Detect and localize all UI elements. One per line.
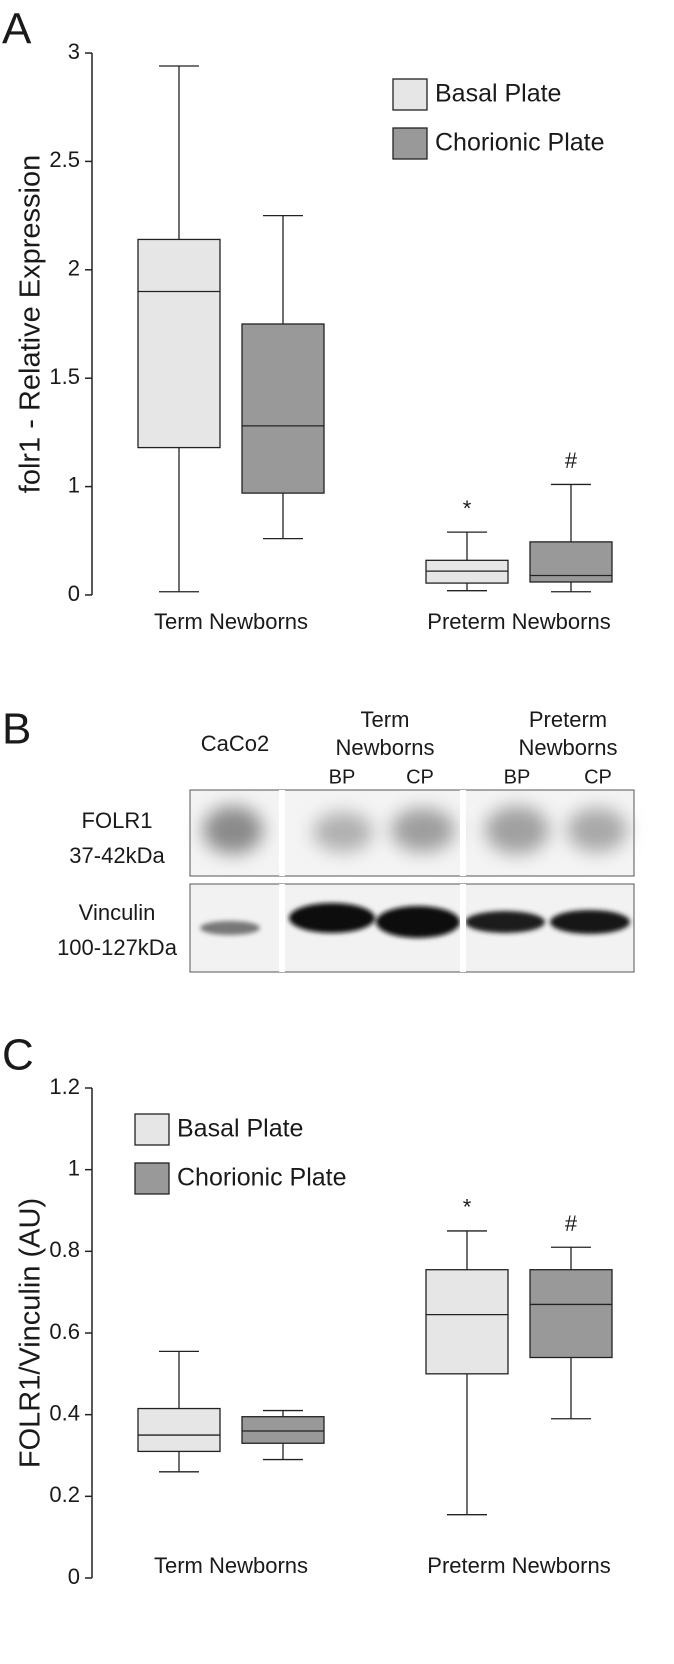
vinculin-bands: [200, 903, 630, 938]
x-tick-label: Preterm Newborns: [427, 1553, 610, 1578]
x-tick-label: Term Newborns: [154, 1553, 308, 1578]
legend-label: Chorionic Plate: [177, 1164, 347, 1192]
x-tick-label: Term Newborns: [154, 609, 308, 634]
lane-group-label: Preterm: [529, 707, 607, 732]
y-tick-label: 0.6: [49, 1319, 80, 1344]
row-label: 100-127kDa: [57, 935, 178, 960]
y-tick-label: 0.4: [49, 1400, 80, 1425]
panel-label: B: [2, 705, 31, 754]
panel-label: C: [2, 1031, 34, 1080]
annotation: #: [565, 448, 578, 473]
y-tick-label: 1: [68, 1155, 80, 1180]
lane-label: CP: [584, 766, 612, 788]
y-tick-label: 1.5: [49, 364, 80, 389]
lane-group-label: CaCo2: [201, 731, 269, 756]
y-tick-label: 2.5: [49, 147, 80, 172]
blot-separator: [279, 790, 285, 876]
lane-label: BP: [504, 766, 531, 788]
box: [241, 1416, 325, 1444]
x-tick-label: Preterm Newborns: [427, 609, 610, 634]
blot-separator: [460, 884, 466, 972]
legend-swatch: [392, 78, 428, 111]
blot: [189, 789, 635, 973]
legend-swatch: [134, 1162, 170, 1195]
y-tick-label: 0: [68, 1564, 80, 1589]
y-tick-label: 1: [68, 472, 80, 497]
annotation: #: [565, 1211, 578, 1236]
lane-group-label: Term: [361, 707, 410, 732]
box: [425, 1269, 509, 1375]
y-tick-label: 3: [68, 39, 80, 64]
y-axis-label: FOLR1/Vinculin (AU): [15, 1198, 47, 1468]
legend-label: Chorionic Plate: [435, 129, 605, 157]
y-tick-label: 0.8: [49, 1237, 80, 1262]
box: [529, 1269, 613, 1359]
box: [137, 1407, 221, 1453]
blot-separator: [279, 884, 285, 972]
box: [137, 238, 221, 449]
legend-swatch: [392, 127, 428, 160]
y-tick-label: 0: [68, 581, 80, 606]
panel-label: A: [2, 5, 32, 54]
lane-group-label: Newborns: [335, 735, 434, 760]
folr1-bands: [203, 806, 627, 854]
row-label: FOLR1: [82, 808, 153, 833]
y-tick-label: 1.2: [49, 1074, 80, 1099]
legend-swatch: [134, 1113, 170, 1146]
row-label: 37-42kDa: [69, 843, 165, 868]
legend-label: Basal Plate: [435, 80, 561, 108]
lane-group-label: Newborns: [518, 735, 617, 760]
annotation: *: [463, 496, 472, 521]
blot-separator: [460, 790, 466, 876]
row-label: Vinculin: [79, 900, 156, 925]
legend-label: Basal Plate: [177, 1115, 303, 1143]
lane-label: CP: [406, 766, 434, 788]
lane-label: BP: [329, 766, 356, 788]
y-tick-label: 0.2: [49, 1482, 80, 1507]
annotation: *: [463, 1195, 472, 1220]
y-tick-label: 2: [68, 256, 80, 281]
box: [241, 323, 325, 494]
y-axis-label: folr1 - Relative Expression: [15, 155, 47, 493]
